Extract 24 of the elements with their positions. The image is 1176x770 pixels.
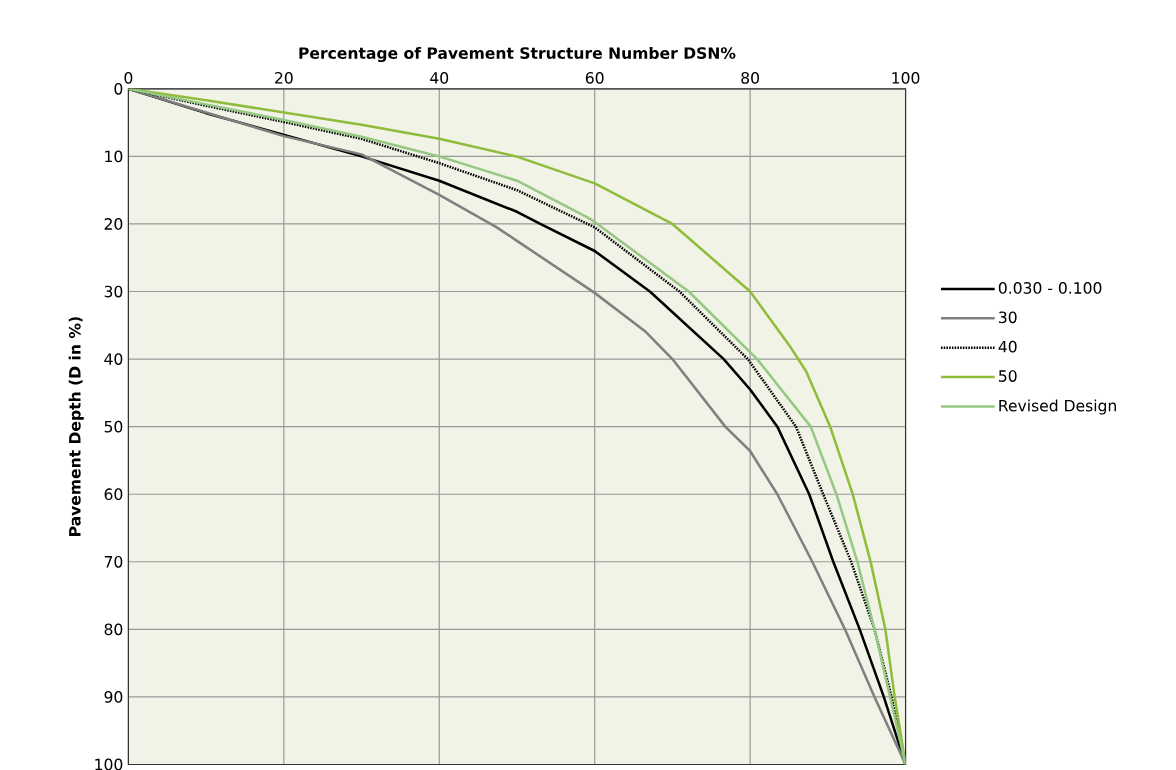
legend-label: 50 — [999, 369, 1017, 382]
y-tick-label: 50 — [104, 420, 123, 433]
y-tick-label: 20 — [104, 217, 123, 230]
legend-label: 30 — [999, 311, 1017, 324]
x-tick-label: 100 — [892, 71, 920, 84]
y-axis-title: Pavement Depth (D in %) — [68, 317, 84, 536]
x-tick-label: 80 — [741, 71, 759, 84]
y-tick-label: 100 — [95, 758, 123, 770]
y-tick-label: 40 — [104, 353, 123, 365]
y-tick-label: 80 — [104, 623, 123, 636]
x-tick-label: 0 — [124, 71, 133, 84]
y-tick-label: 30 — [104, 285, 123, 298]
legend-label: 40 — [998, 340, 1017, 353]
x-axis-title: Percentage of Pavement Structure Number DSN% — [299, 46, 736, 62]
y-tick-label: 60 — [104, 488, 123, 500]
y-tick-label: 10 — [105, 150, 123, 163]
y-tick-label: 90 — [104, 690, 123, 703]
x-tick-label: 40 — [430, 71, 449, 84]
y-tick-label: 0 — [114, 82, 123, 95]
x-tick-label: 60 — [585, 71, 604, 84]
y-tick-label: 70 — [104, 555, 123, 568]
legend-label: 0.030 - 0.100 — [998, 281, 1102, 294]
x-tick-label: 20 — [275, 71, 293, 84]
legend-label: Revised Design — [999, 399, 1116, 415]
